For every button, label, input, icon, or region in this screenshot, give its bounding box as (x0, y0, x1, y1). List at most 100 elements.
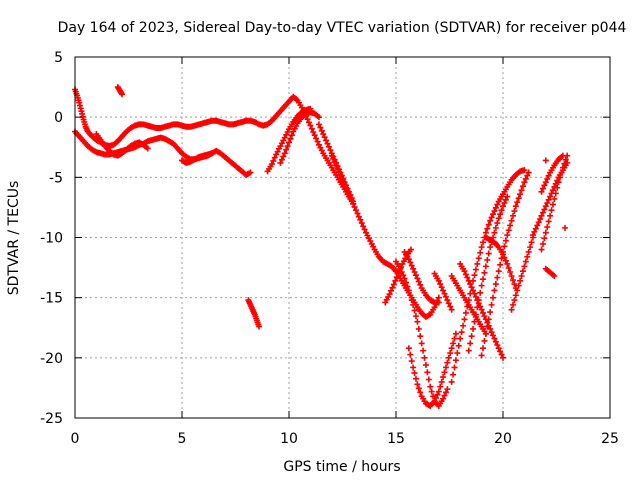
data-series-4 (179, 150, 215, 166)
data-point-marker (462, 309, 469, 316)
data-point-marker (442, 293, 449, 300)
data-series-17 (457, 260, 506, 361)
data-point-marker (471, 272, 478, 279)
x-tick-label: 20 (494, 431, 512, 447)
data-point-marker (345, 191, 352, 198)
data-point-marker (465, 277, 472, 284)
data-point-marker (485, 316, 492, 323)
data-point-marker (278, 156, 285, 163)
data-point-marker (318, 127, 325, 134)
data-point-marker (475, 255, 482, 262)
data-point-marker (532, 225, 539, 232)
data-point-marker (411, 268, 418, 275)
data-point-marker (480, 239, 487, 246)
data-point-marker (280, 153, 287, 160)
data-point-marker (494, 274, 501, 281)
data-point-marker (347, 194, 354, 201)
data-point-marker (310, 129, 317, 136)
data-point-marker (435, 277, 442, 284)
x-tick-label: 5 (178, 431, 187, 447)
data-series-20 (482, 234, 519, 292)
y-tick-label: 5 (54, 50, 63, 66)
data-point-marker (501, 243, 508, 250)
data-point-marker (445, 300, 452, 307)
data-point-marker (521, 167, 528, 174)
data-point-marker (522, 258, 529, 265)
data-point-marker (428, 388, 435, 395)
data-point-marker (287, 135, 294, 142)
data-point-marker (492, 281, 499, 288)
x-tick-label: 25 (601, 431, 619, 447)
data-point-marker (485, 221, 492, 228)
data-point-marker (547, 212, 554, 219)
data-point-marker (320, 131, 327, 138)
data-point-marker (471, 290, 478, 297)
data-series-26 (542, 157, 549, 164)
data-point-marker (468, 333, 475, 340)
data-point-marker (441, 392, 448, 399)
data-point-marker (551, 183, 558, 190)
data-series-27 (562, 224, 569, 231)
data-point-marker (432, 394, 439, 401)
data-point-marker (388, 287, 395, 294)
chart-title: Day 164 of 2023, Sidereal Day-to-day VTE… (58, 20, 627, 36)
data-point-marker (351, 204, 358, 211)
data-point-marker (350, 200, 357, 207)
x-tick-label: 10 (280, 431, 298, 447)
data-point-marker (508, 273, 515, 280)
data-point-marker (283, 146, 290, 153)
data-point-marker (509, 212, 516, 219)
data-point-marker (484, 225, 491, 232)
data-point-marker (514, 199, 521, 206)
data-point-marker (504, 260, 511, 267)
data-point-marker (494, 341, 501, 348)
data-point-marker (333, 162, 340, 169)
data-point-marker (354, 210, 361, 217)
data-point-marker (515, 282, 522, 289)
data-point-marker (470, 325, 477, 332)
data-point-marker (545, 172, 552, 179)
data-point-marker (475, 297, 482, 304)
data-point-marker (308, 125, 315, 132)
data-point-marker (305, 119, 312, 126)
data-point-marker (440, 374, 447, 381)
data-point-marker (414, 275, 421, 282)
data-point-marker (521, 179, 528, 186)
data-point-marker (509, 301, 516, 308)
data-point-marker (444, 359, 451, 366)
data-point-marker (519, 183, 526, 190)
data-series-23 (538, 152, 571, 253)
data-point-marker (465, 347, 472, 354)
data-point-marker (313, 135, 320, 142)
data-point-marker (480, 309, 487, 316)
data-point-marker (518, 273, 525, 280)
data-point-marker (497, 261, 504, 268)
data-point-marker (472, 293, 479, 300)
data-point-marker (270, 157, 277, 164)
grid-layer (75, 57, 610, 418)
data-point-marker (490, 211, 497, 218)
data-point-marker (551, 195, 558, 202)
data-point-marker (500, 354, 506, 361)
data-point-marker (417, 333, 424, 340)
data-point-marker (411, 307, 418, 314)
data-point-marker (495, 268, 502, 275)
data-point-marker (555, 179, 562, 186)
data-point-marker (551, 273, 558, 280)
data-point-marker (541, 182, 548, 189)
data-point-marker (502, 196, 509, 203)
data-point-marker (437, 281, 444, 288)
data-point-marker (501, 254, 508, 261)
data-point-marker (511, 297, 518, 304)
data-point-marker (490, 294, 497, 301)
data-point-marker (361, 226, 368, 233)
x-tick-label: 0 (71, 431, 80, 447)
data-point-marker (208, 150, 215, 157)
data-point-marker (484, 323, 491, 330)
data-point-marker (407, 246, 414, 253)
data-point-marker (422, 362, 429, 369)
data-point-marker (509, 277, 516, 284)
data-point-marker (492, 204, 499, 211)
data-point-marker (467, 281, 474, 288)
data-point-marker (470, 287, 477, 294)
